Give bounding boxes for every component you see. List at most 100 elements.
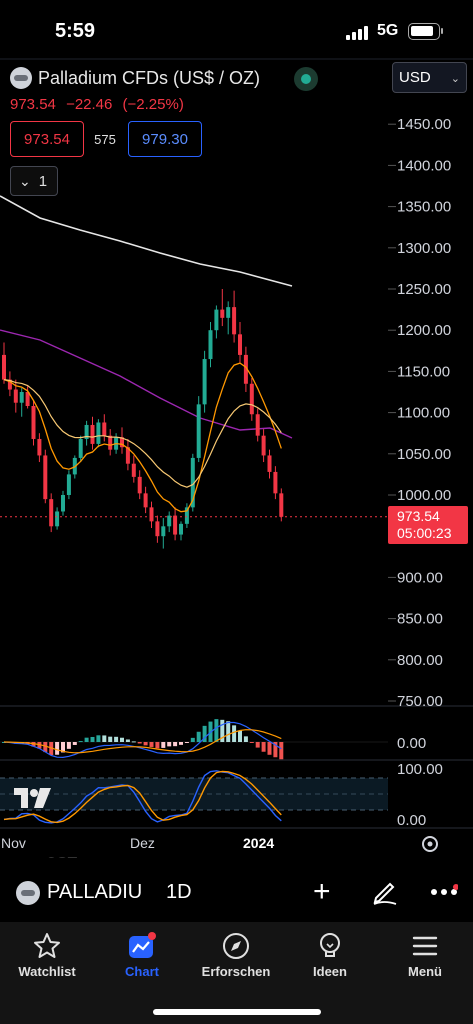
ema-fast-line <box>3 362 282 513</box>
settings-icon <box>422 836 438 852</box>
macd-histogram-bar <box>72 742 77 745</box>
tradingview-logo-icon <box>14 788 51 808</box>
candle-body <box>19 392 24 403</box>
compass-icon <box>223 933 249 959</box>
macd-histogram-bar <box>202 725 207 742</box>
time-axis-label: Dez <box>130 835 155 851</box>
macd-histogram-bar <box>267 742 272 755</box>
candle-body <box>120 437 124 448</box>
macd-histogram-bar <box>102 735 107 742</box>
macd-histogram-bar <box>190 737 195 742</box>
indicators-count: 1 <box>38 172 48 190</box>
macd-line <box>3 721 282 759</box>
change-value: −22.46 <box>66 96 113 113</box>
tab-explore[interactable]: Erforschen <box>196 930 276 979</box>
ma-100-line <box>0 329 293 439</box>
macd-histogram-bar <box>125 739 130 742</box>
last-price-tag: 973.54 05:00:23 <box>388 506 468 544</box>
menu-icon <box>412 936 438 956</box>
symbol-header[interactable]: Palladium CFDs (US$ / OZ) <box>10 66 260 90</box>
candle-body <box>84 424 89 439</box>
stoch-axis-label: 0.00 <box>397 812 426 829</box>
candle-body <box>249 383 254 415</box>
macd-histogram-bar <box>261 742 266 752</box>
macd-histogram-bar <box>120 737 124 742</box>
price-axis-label: 1150.00 <box>397 363 450 380</box>
tab-watchlist[interactable]: Watchlist <box>7 930 87 979</box>
price-axis-label: 900.00 <box>397 569 443 586</box>
candle-body <box>149 507 154 522</box>
macd-histogram-bar <box>143 742 148 746</box>
signal-icon <box>346 26 370 40</box>
price-axis-label: 1400.00 <box>397 157 451 174</box>
candle-body <box>243 354 248 384</box>
candle-body <box>190 457 195 508</box>
macd-histogram-bar <box>173 742 178 747</box>
macd-histogram-bar <box>232 725 237 742</box>
macd-histogram-bar <box>214 719 219 742</box>
candle-body <box>173 515 178 535</box>
candle-body <box>66 474 71 495</box>
currency-select[interactable]: USD ⌄ <box>392 62 467 93</box>
buy-button[interactable]: 979.30 <box>128 121 202 157</box>
price-axis-label: 1350.00 <box>397 199 451 216</box>
market-open-icon <box>294 67 318 91</box>
stoch-k-line <box>3 770 282 824</box>
sell-button[interactable]: 973.54 <box>10 121 84 157</box>
tab-bar <box>0 922 473 1024</box>
macd-histogram-bar <box>226 721 231 742</box>
chart-canvas[interactable]: 1450.00 1400.00 1350.00 1300.00 1250.00 1200.… <box>0 58 473 858</box>
draw-pen-icon[interactable] <box>370 876 400 906</box>
tab-explore-label: Erforschen <box>201 964 271 979</box>
battery-icon <box>408 23 440 40</box>
candle-body <box>255 414 260 436</box>
candle-body <box>155 521 160 537</box>
symbol-search-button[interactable]: PALLADIU <box>47 881 143 903</box>
macd-histogram-bar <box>66 742 71 749</box>
macd-histogram-bar <box>43 742 48 753</box>
macd-histogram-bar <box>108 736 113 742</box>
tab-chart[interactable]: Chart <box>102 930 182 979</box>
tab-ideas-label: Ideen <box>313 964 347 979</box>
macd-histogram-bar <box>155 742 160 749</box>
chart-area[interactable]: 1450.00 1400.00 1350.00 1300.00 1250.00 1200.… <box>0 58 473 858</box>
ghost-text: 3CT <box>47 855 77 858</box>
price-axis-label: 1100.00 <box>397 405 450 422</box>
last-price: 973.54 <box>10 96 56 113</box>
macd-histogram-bar <box>167 742 172 747</box>
tab-chart-label: Chart <box>125 964 159 979</box>
trade-row: 973.54 575 979.30 <box>10 121 202 157</box>
tab-menu[interactable]: Menü <box>385 930 465 979</box>
candle-body <box>214 309 219 331</box>
add-icon[interactable]: + <box>313 875 331 908</box>
settings-icon-center <box>427 841 433 847</box>
candle-body <box>55 511 60 527</box>
chart-icon <box>129 932 156 958</box>
tab-ideas[interactable]: Ideen <box>290 930 370 979</box>
candle-body <box>137 476 142 494</box>
chevron-down-icon: ⌄ <box>19 172 31 189</box>
interval-button[interactable]: 1D <box>166 881 192 903</box>
price-axis-label: 1450.00 <box>397 116 451 133</box>
change-percent: (−2.25%) <box>122 96 184 113</box>
candle-body <box>261 435 266 456</box>
candle-body <box>267 455 272 472</box>
currency-value: USD <box>399 69 431 86</box>
candle-body <box>238 334 242 355</box>
candle-body <box>273 471 278 494</box>
more-dots-icon[interactable] <box>430 884 458 898</box>
candle-body <box>2 354 6 380</box>
macd-histogram-bar <box>179 742 183 745</box>
price-axis-label: 850.00 <box>397 611 443 628</box>
palladium-logo-icon <box>10 67 32 89</box>
tab-menu-label: Menü <box>408 964 442 979</box>
macd-histogram-bar <box>137 742 142 744</box>
macd-histogram-bar <box>149 742 154 747</box>
candle-body <box>143 493 148 508</box>
battery-cap <box>441 28 443 34</box>
time-axis-label: Nov <box>1 835 26 851</box>
indicators-toggle-button[interactable]: ⌄ 1 <box>10 166 58 196</box>
macd-histogram-bar <box>31 742 36 747</box>
candle-body <box>161 526 166 537</box>
price-tag-countdown: 05:00:23 <box>397 525 452 541</box>
